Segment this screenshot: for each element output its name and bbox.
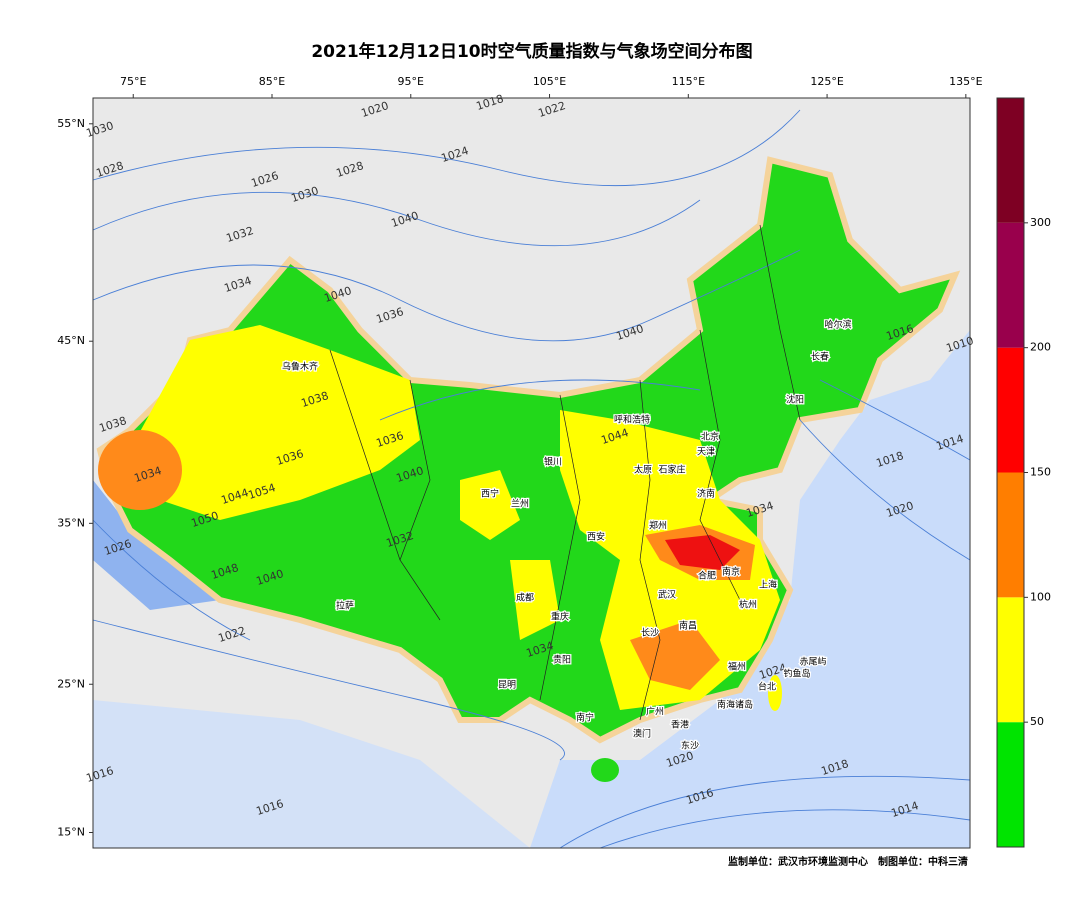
colorbar-band	[997, 347, 1024, 473]
city-label: 银川	[544, 456, 562, 468]
city-label: 兰州	[511, 498, 529, 510]
aqi-yellow	[130, 325, 420, 520]
city-label: 澳门	[633, 728, 651, 740]
hainan	[591, 758, 619, 782]
lon-tick-label: 95°E	[398, 75, 424, 88]
city-label: 杭州	[739, 599, 757, 611]
aqi-red	[665, 535, 740, 570]
city-label: 重庆	[551, 611, 569, 623]
city-label: 北京	[701, 431, 719, 443]
city-label: 贵阳	[553, 654, 571, 666]
lat-tick-label: 55°N	[57, 117, 85, 130]
lon-tick-label: 135°E	[949, 75, 982, 88]
lat-tick-label: 25°N	[57, 677, 85, 690]
lon-tick-label: 115°E	[672, 75, 705, 88]
taiwan	[768, 675, 782, 711]
city-label: 香港	[671, 719, 689, 731]
aqi-orange	[630, 620, 720, 690]
city-label: 东沙	[681, 740, 699, 752]
city-label: 昆明	[498, 680, 516, 691]
aqi-yellow	[460, 470, 560, 640]
city-label: 广州	[646, 706, 664, 718]
city-label: 天津	[697, 447, 715, 458]
city-label: 南京	[722, 566, 740, 578]
colorbar: 50 100 150 200 300	[996, 97, 1051, 848]
city-label: 西安	[587, 531, 605, 543]
lat-tick-label: 15°N	[57, 825, 85, 838]
city-label: 南昌	[679, 620, 697, 632]
city-label: 台北	[758, 681, 776, 693]
city-label: 西宁	[481, 488, 499, 500]
city-label: 拉萨	[336, 600, 354, 612]
colorbar-band	[997, 98, 1024, 223]
colorbar-tick-label: 50	[1030, 715, 1044, 728]
lat-tick-label: 45°N	[57, 334, 85, 347]
city-label: 上海	[759, 579, 777, 591]
city-label: 钓鱼岛	[783, 668, 810, 680]
sea	[93, 700, 530, 848]
colorbar-tick-label: 150	[1030, 466, 1051, 479]
city-label: 武汉	[658, 589, 676, 601]
city-label: 沈阳	[786, 394, 804, 406]
city-label: 成都	[516, 592, 534, 604]
isobars	[92, 109, 971, 849]
colorbar-tick-label: 300	[1030, 216, 1051, 229]
footer: 监制单位：武汉市环境监测中心 制图单位：中科三清	[728, 855, 968, 868]
city-label: 郑州	[649, 520, 667, 532]
sea	[530, 98, 970, 848]
city-label: 长沙	[641, 627, 659, 639]
city-label: 赤尾屿	[799, 657, 826, 668]
lon-tick-label: 105°E	[533, 75, 566, 88]
city-label: 南海诸岛	[717, 699, 753, 711]
city-label: 乌鲁木齐	[282, 361, 318, 373]
lon-tick-label: 85°E	[259, 75, 285, 88]
boundaries	[329, 224, 801, 721]
city-label: 哈尔滨	[824, 319, 851, 331]
city-label: 合肥	[698, 570, 716, 582]
city-label: 南宁	[576, 712, 594, 724]
title: 2021年12月12日10时空气质量指数与气象场空间分布图	[311, 41, 752, 62]
colorbar-band	[997, 597, 1024, 723]
colorbar-band	[997, 722, 1024, 847]
aqi-orange	[98, 430, 182, 510]
city-label: 长春	[811, 351, 829, 363]
city-label: 呼和浩特	[614, 414, 650, 426]
city-label: 太原	[634, 464, 652, 476]
colorbar-band	[997, 472, 1024, 598]
city-label: 济南	[697, 488, 715, 500]
map-frame	[92, 97, 971, 849]
city-label: 福州	[728, 661, 746, 673]
city-label: 石家庄	[658, 464, 685, 476]
lat-tick-label: 35°N	[57, 516, 85, 529]
colorbar-band	[997, 222, 1024, 348]
colorbar-tick-label: 200	[1030, 341, 1051, 354]
colorbar-tick-label: 100	[1030, 590, 1051, 603]
lon-tick-label: 75°E	[120, 75, 146, 88]
lon-tick-label: 125°E	[810, 75, 843, 88]
